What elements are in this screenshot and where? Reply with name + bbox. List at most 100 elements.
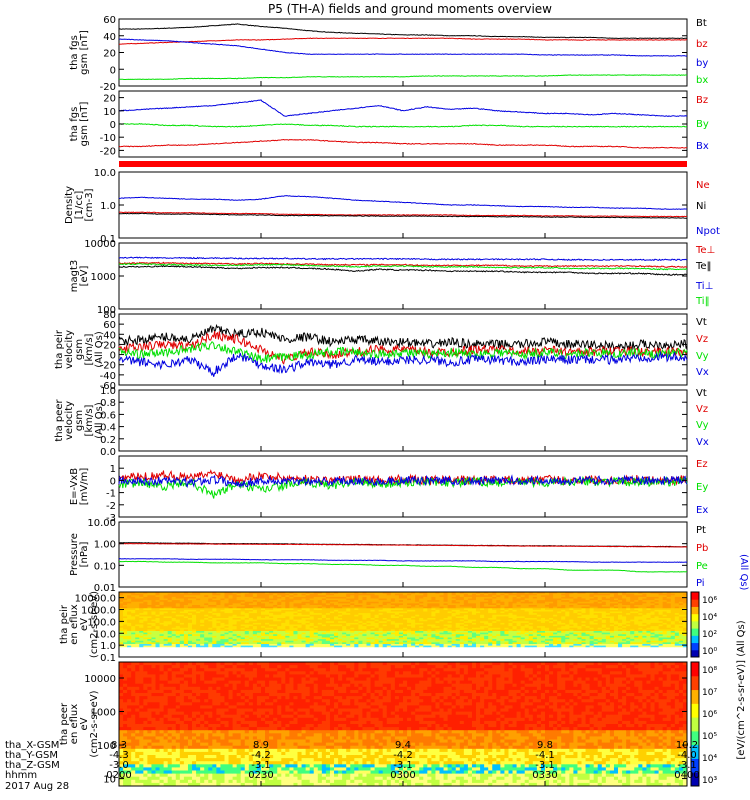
x-axis-value: 0300 — [390, 770, 415, 781]
y-tick-label: -1 — [106, 489, 116, 500]
y-tick-label: -3 — [106, 513, 116, 524]
y-tick-label: 1000.0 — [81, 606, 116, 617]
y-tick-label: 0.6 — [100, 410, 116, 421]
colorbar-swatch — [691, 649, 699, 658]
y-axis-label: eV — [79, 717, 90, 730]
colorbar-swatch — [691, 730, 699, 746]
panel-7: Ez Ey Ex 10 -1-2-3 E=-VxB [mV/m] — [69, 455, 708, 524]
y-tick-label: 0 — [110, 476, 116, 487]
legend-label: Ey — [696, 482, 708, 493]
y-tick-label: 10.0 — [94, 629, 116, 640]
series-line-Vt — [118, 323, 688, 352]
colorbar-swatch — [691, 717, 699, 732]
legend-label: Pt — [696, 525, 706, 536]
y-axis-label: tha fgs — [69, 107, 80, 142]
x-axis-value: -4.0 — [677, 750, 697, 761]
panel-2: Bz By Bx 20 10 0 -10 -20 tha fgs gsm [nT] — [69, 90, 709, 158]
series-line-Npot — [118, 195, 688, 210]
legend-label: Te‖ — [695, 261, 712, 272]
x-axis-row-label: tha_Y-GSM — [5, 750, 58, 761]
colorbar-tick-label: 10⁵ — [702, 732, 717, 742]
date-label: 2017 Aug 28 — [5, 781, 69, 792]
panel-1: Bt bz by bx 60 40 20 0 -20 tha fgs gsm [nT] — [69, 15, 708, 93]
legend-label: Pi — [696, 578, 705, 589]
x-axis-value: 8.9 — [253, 740, 269, 751]
x-axis-value: 8.3 — [111, 740, 127, 751]
y-tick-label: 0.0 — [100, 447, 116, 458]
y-axis-label: [km/s] — [84, 333, 95, 365]
y-axis-label: eV — [79, 618, 90, 631]
y-tick-label: 10.0 — [94, 168, 116, 179]
y-axis-label: gsm — [74, 410, 85, 431]
x-axis-value: -4.2 — [251, 750, 271, 761]
panel-frame — [118, 171, 688, 239]
y-axis-label: Pressure — [69, 533, 80, 576]
series-line-Ti⊥ — [118, 256, 688, 262]
series-line-Ti‖ — [118, 262, 688, 271]
series-line-Ni — [118, 212, 687, 219]
colorbar-swatch — [691, 628, 699, 636]
y-axis-label: (cm2-s-sr-eV) — [89, 591, 100, 658]
legend-label: bz — [696, 39, 708, 50]
series-line-Ne — [118, 211, 688, 218]
series-line-by — [118, 38, 688, 57]
colorbar-swatch — [691, 662, 699, 677]
y-tick-label: 1.00 — [94, 540, 116, 551]
legend-label: Te⊥ — [695, 245, 715, 256]
legend-label: Vy — [696, 420, 709, 431]
series-line-Bt — [118, 23, 688, 40]
panel-frame — [118, 90, 688, 158]
x-axis-value: -3.1 — [677, 760, 697, 771]
figure-title: P5 (TH-A) fields and ground moments over… — [268, 2, 552, 16]
y-tick-label: 40 — [103, 32, 116, 43]
legend-label: By — [696, 119, 709, 130]
x-axis-value: 9.4 — [395, 740, 411, 751]
colorbar-tick-label: 10⁶ — [702, 596, 717, 606]
y-tick-label: 0 — [110, 65, 116, 76]
y-axis-label: tha fgs — [69, 35, 80, 70]
panel-10: 10⁸ 10⁷ 10⁶ 10⁵ 10⁴ 10³ 10000 1000 100 10 tha peer… — [59, 661, 717, 787]
x-axis-value: -4.1 — [535, 750, 555, 761]
y-tick-label: 0.01 — [94, 583, 116, 594]
legend-label: Ni — [696, 201, 706, 212]
y-axis-label: tha peer — [54, 398, 65, 441]
y-axis-label: gsm [nT] — [79, 102, 90, 147]
side-label: (All Qs) — [738, 554, 749, 591]
y-axis-label: tha peir — [59, 604, 70, 644]
colorbar-swatch — [691, 772, 699, 787]
legend-label: Npot — [696, 226, 720, 237]
y-tick-label: -40 — [100, 371, 116, 382]
y-tick-label: -10 — [100, 133, 116, 144]
y-axis-label: velocity — [64, 401, 75, 440]
series-line-Vy — [118, 341, 688, 365]
x-axis-value: -3.0 — [109, 760, 129, 771]
x-axis-value: -3.1 — [393, 760, 413, 771]
x-axis-value: 0230 — [248, 770, 273, 781]
y-tick-label: 20 — [103, 49, 116, 60]
colorbar-tick-label: 10⁰ — [702, 647, 717, 657]
y-tick-label: 0.1 — [100, 234, 116, 245]
legend-label: Vy — [696, 351, 709, 362]
y-tick-label: 40 — [103, 330, 116, 341]
y-axis-label: gsm [nT] — [79, 30, 90, 75]
series-line-Vx — [118, 350, 688, 377]
series-line-Bx — [118, 99, 688, 117]
y-tick-label: 0 — [110, 120, 116, 131]
legend-label: Ti‖ — [695, 296, 710, 307]
y-axis-label: velocity — [64, 330, 75, 369]
y-axis-label: E=-VxB — [69, 468, 80, 505]
legend-label: Ti⊥ — [695, 281, 713, 292]
colorbar-swatch — [691, 620, 699, 629]
x-axis-value: 0200 — [106, 770, 131, 781]
y-tick-label: -60 — [100, 381, 116, 392]
colorbar-swatch — [691, 642, 699, 651]
y-tick-label: 60 — [103, 320, 116, 331]
red-bar-indicator — [119, 161, 687, 167]
y-axis-label: gsm — [74, 339, 85, 360]
y-tick-label: 1.0 — [100, 386, 116, 397]
panel-frame — [118, 242, 688, 310]
y-axis-label: [km/s] — [84, 404, 95, 436]
y-tick-label: 1.0 — [100, 641, 116, 652]
